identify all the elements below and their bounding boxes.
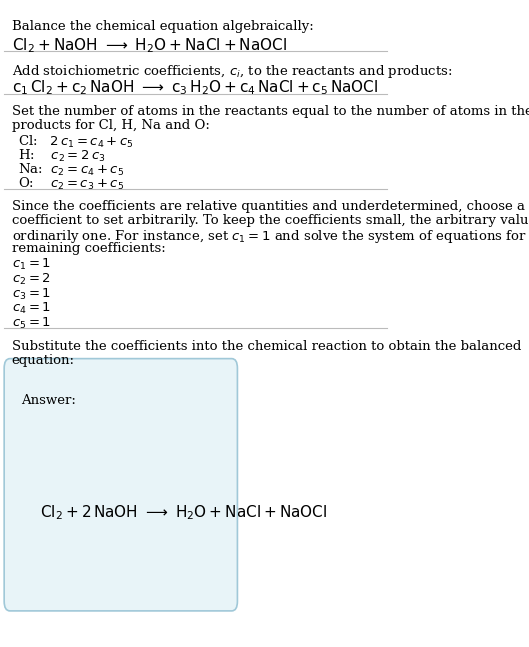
- Text: Answer:: Answer:: [21, 394, 76, 407]
- FancyBboxPatch shape: [4, 358, 238, 611]
- Text: H:    $c_2 = 2\,c_3$: H: $c_2 = 2\,c_3$: [17, 148, 105, 164]
- Text: $c_4 = 1$: $c_4 = 1$: [12, 301, 51, 316]
- Text: Substitute the coefficients into the chemical reaction to obtain the balanced: Substitute the coefficients into the che…: [12, 340, 521, 353]
- Text: Balance the chemical equation algebraically:: Balance the chemical equation algebraica…: [12, 20, 314, 33]
- Text: Since the coefficients are relative quantities and underdetermined, choose a: Since the coefficients are relative quan…: [12, 200, 525, 214]
- Text: ordinarily one. For instance, set $c_1 = 1$ and solve the system of equations fo: ordinarily one. For instance, set $c_1 =…: [12, 228, 529, 245]
- Text: $c_2 = 2$: $c_2 = 2$: [12, 272, 51, 287]
- Text: Set the number of atoms in the reactants equal to the number of atoms in the: Set the number of atoms in the reactants…: [12, 105, 529, 118]
- Text: Na:  $c_2 = c_4 + c_5$: Na: $c_2 = c_4 + c_5$: [17, 162, 124, 178]
- Text: coefficient to set arbitrarily. To keep the coefficients small, the arbitrary va: coefficient to set arbitrarily. To keep …: [12, 214, 529, 227]
- Text: Cl:   $2\,c_1 = c_4 + c_5$: Cl: $2\,c_1 = c_4 + c_5$: [17, 134, 133, 150]
- Text: remaining coefficients:: remaining coefficients:: [12, 243, 166, 256]
- Text: $c_1 = 1$: $c_1 = 1$: [12, 257, 51, 272]
- Text: products for Cl, H, Na and O:: products for Cl, H, Na and O:: [12, 119, 209, 132]
- Text: $\mathrm{Cl_2 + 2\,NaOH \ \longrightarrow \ H_2O + NaCl + NaOCl}$: $\mathrm{Cl_2 + 2\,NaOH \ \longrightarro…: [41, 503, 328, 522]
- Text: $\mathrm{c_1\,Cl_2 + c_2\,NaOH \ \longrightarrow \ c_3\,H_2O + c_4\,NaCl + c_5\,: $\mathrm{c_1\,Cl_2 + c_2\,NaOH \ \longri…: [12, 78, 378, 97]
- Text: $\mathrm{Cl_2 + NaOH \ \longrightarrow \ H_2O + NaCl + NaOCl}$: $\mathrm{Cl_2 + NaOH \ \longrightarrow \…: [12, 36, 287, 55]
- Text: O:    $c_2 = c_3 + c_5$: O: $c_2 = c_3 + c_5$: [17, 176, 124, 192]
- Text: $c_3 = 1$: $c_3 = 1$: [12, 287, 51, 302]
- Text: $c_5 = 1$: $c_5 = 1$: [12, 316, 51, 331]
- Text: equation:: equation:: [12, 354, 75, 367]
- Text: Add stoichiometric coefficients, $c_i$, to the reactants and products:: Add stoichiometric coefficients, $c_i$, …: [12, 63, 452, 80]
